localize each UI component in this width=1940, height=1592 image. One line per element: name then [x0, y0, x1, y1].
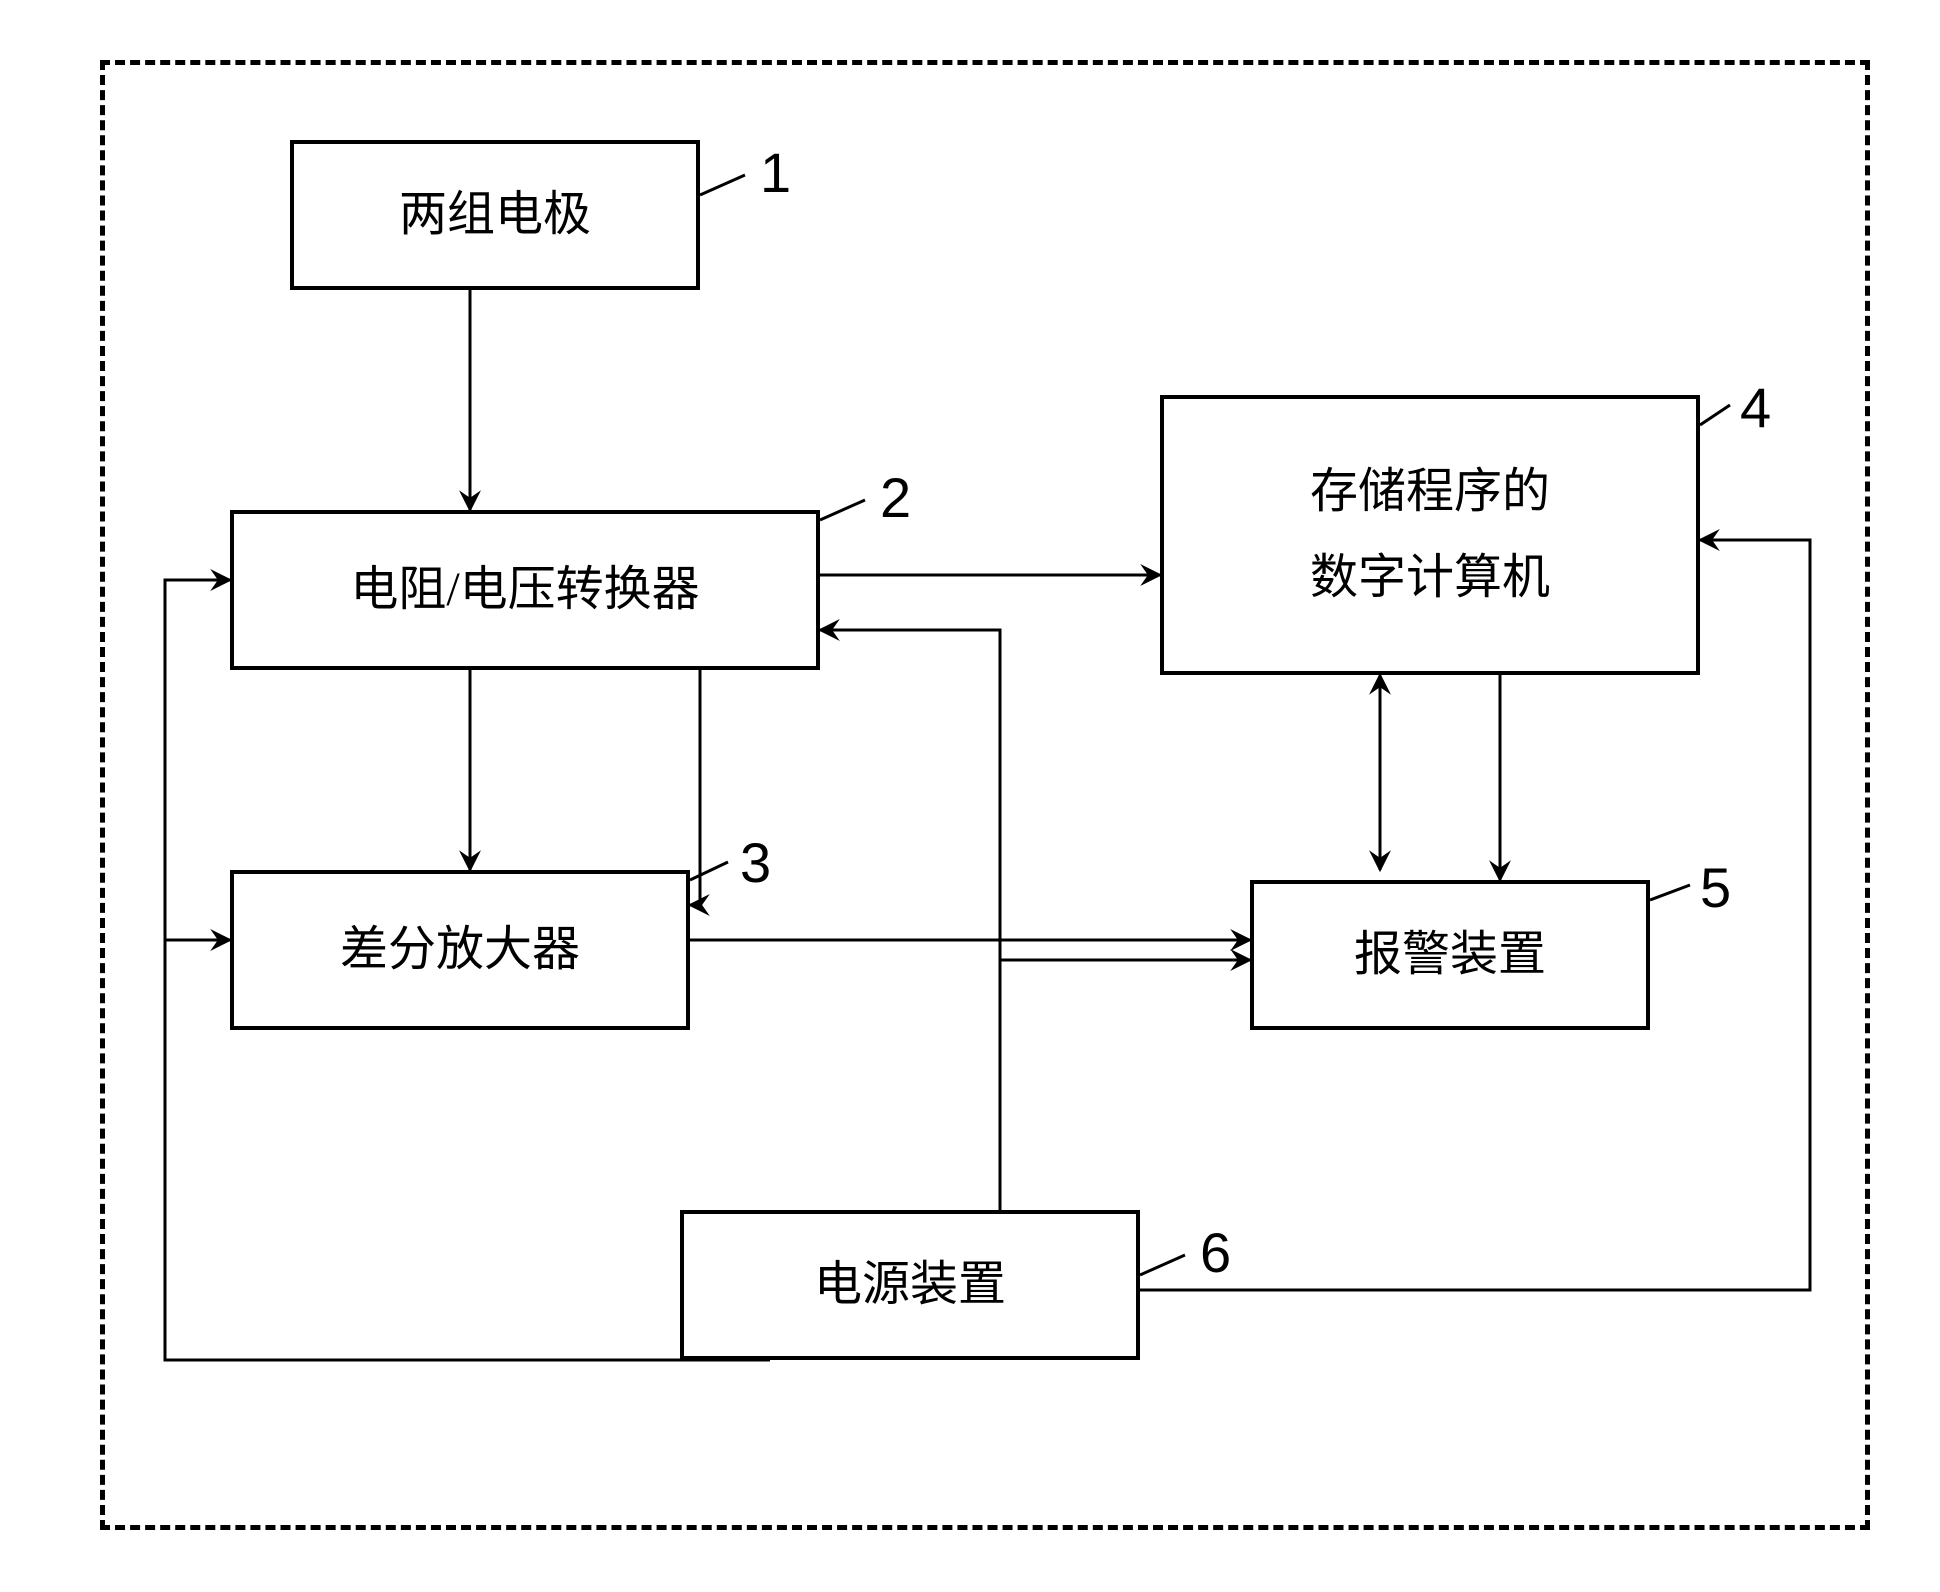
ref-number-5: 5: [1700, 855, 1731, 920]
block-r-v-converter: 电阻/电压转换器: [230, 510, 820, 670]
block-label: 报警装置: [1354, 912, 1546, 998]
block-label: 存储程序的 数字计算机: [1310, 449, 1550, 622]
ref-number-4: 4: [1740, 375, 1771, 440]
diagram-canvas: 两组电极 电阻/电压转换器 差分放大器 存储程序的 数字计算机 报警装置 电源装…: [0, 0, 1940, 1592]
block-label: 差分放大器: [340, 907, 580, 993]
block-label: 电源装置: [814, 1242, 1006, 1328]
block-computer: 存储程序的 数字计算机: [1160, 395, 1700, 675]
block-label: 两组电极: [399, 172, 591, 258]
ref-number-2: 2: [880, 465, 911, 530]
ref-number-6: 6: [1200, 1220, 1231, 1285]
ref-number-3: 3: [740, 830, 771, 895]
block-electrodes: 两组电极: [290, 140, 700, 290]
block-alarm: 报警装置: [1250, 880, 1650, 1030]
block-label: 电阻/电压转换器: [350, 547, 699, 633]
block-power: 电源装置: [680, 1210, 1140, 1360]
ref-number-1: 1: [760, 140, 791, 205]
block-diff-amplifier: 差分放大器: [230, 870, 690, 1030]
